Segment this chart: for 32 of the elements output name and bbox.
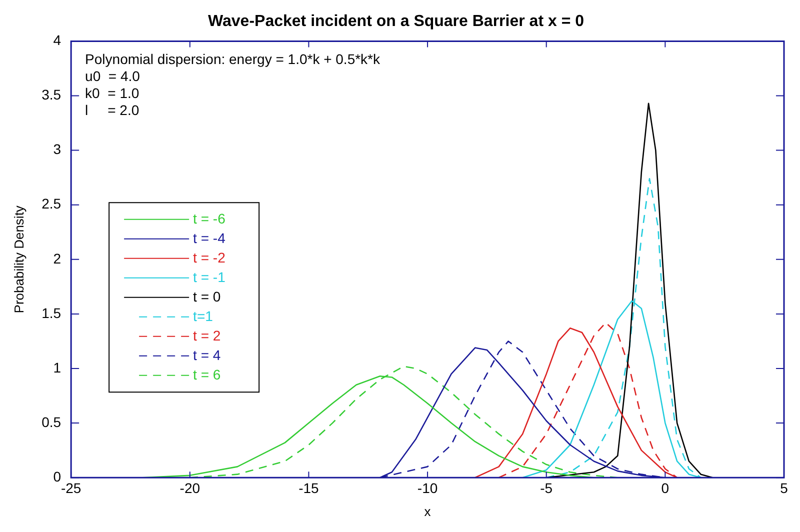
legend-label: t = -2 (193, 249, 226, 266)
x-axis-title: x (424, 504, 432, 519)
y-tick-label: 1 (53, 359, 62, 376)
y-tick-label: 3 (53, 141, 62, 158)
y-tick-label: 0.5 (42, 414, 62, 430)
legend-label: t=1 (193, 308, 214, 324)
legend-label: t = -6 (193, 210, 226, 226)
x-tick-label: -15 (298, 480, 320, 496)
legend-label: t = 2 (193, 327, 221, 344)
y-tick-label: 2 (53, 250, 62, 266)
annotation: Polynomial dispersion: energy = 1.0*k + 0.5*k*k (85, 51, 382, 68)
legend-label: t = -4 (193, 230, 226, 246)
chart-title: Wave-Packet incident on a Square Barrier at x = 0 (208, 13, 584, 30)
legend-label: t = 4 (193, 346, 221, 363)
y-tick-label: 2.5 (42, 196, 62, 212)
x-tick-label: -25 (60, 480, 82, 496)
y-tick-label: 1.5 (42, 304, 62, 321)
legend-label: t = 0 (193, 288, 221, 304)
annotation: l = 2.0 (85, 102, 140, 118)
y-tick-label: 4 (53, 32, 62, 48)
x-tick-label: 0 (661, 480, 670, 496)
annotation: k0 = 1.0 (85, 85, 140, 102)
legend-label: t = -1 (193, 268, 226, 285)
y-axis-title: Probability Density (11, 205, 26, 314)
annotation: u0 = 4.0 (85, 68, 140, 84)
x-tick-label: -20 (180, 480, 200, 496)
y-tick-label: 0 (53, 468, 62, 484)
legend-label: t = 6 (193, 366, 221, 382)
x-tick-label: -5 (540, 480, 553, 496)
x-tick-label: -10 (417, 480, 438, 496)
x-tick-label: 5 (780, 480, 788, 496)
y-tick-label: 3.5 (42, 86, 62, 103)
